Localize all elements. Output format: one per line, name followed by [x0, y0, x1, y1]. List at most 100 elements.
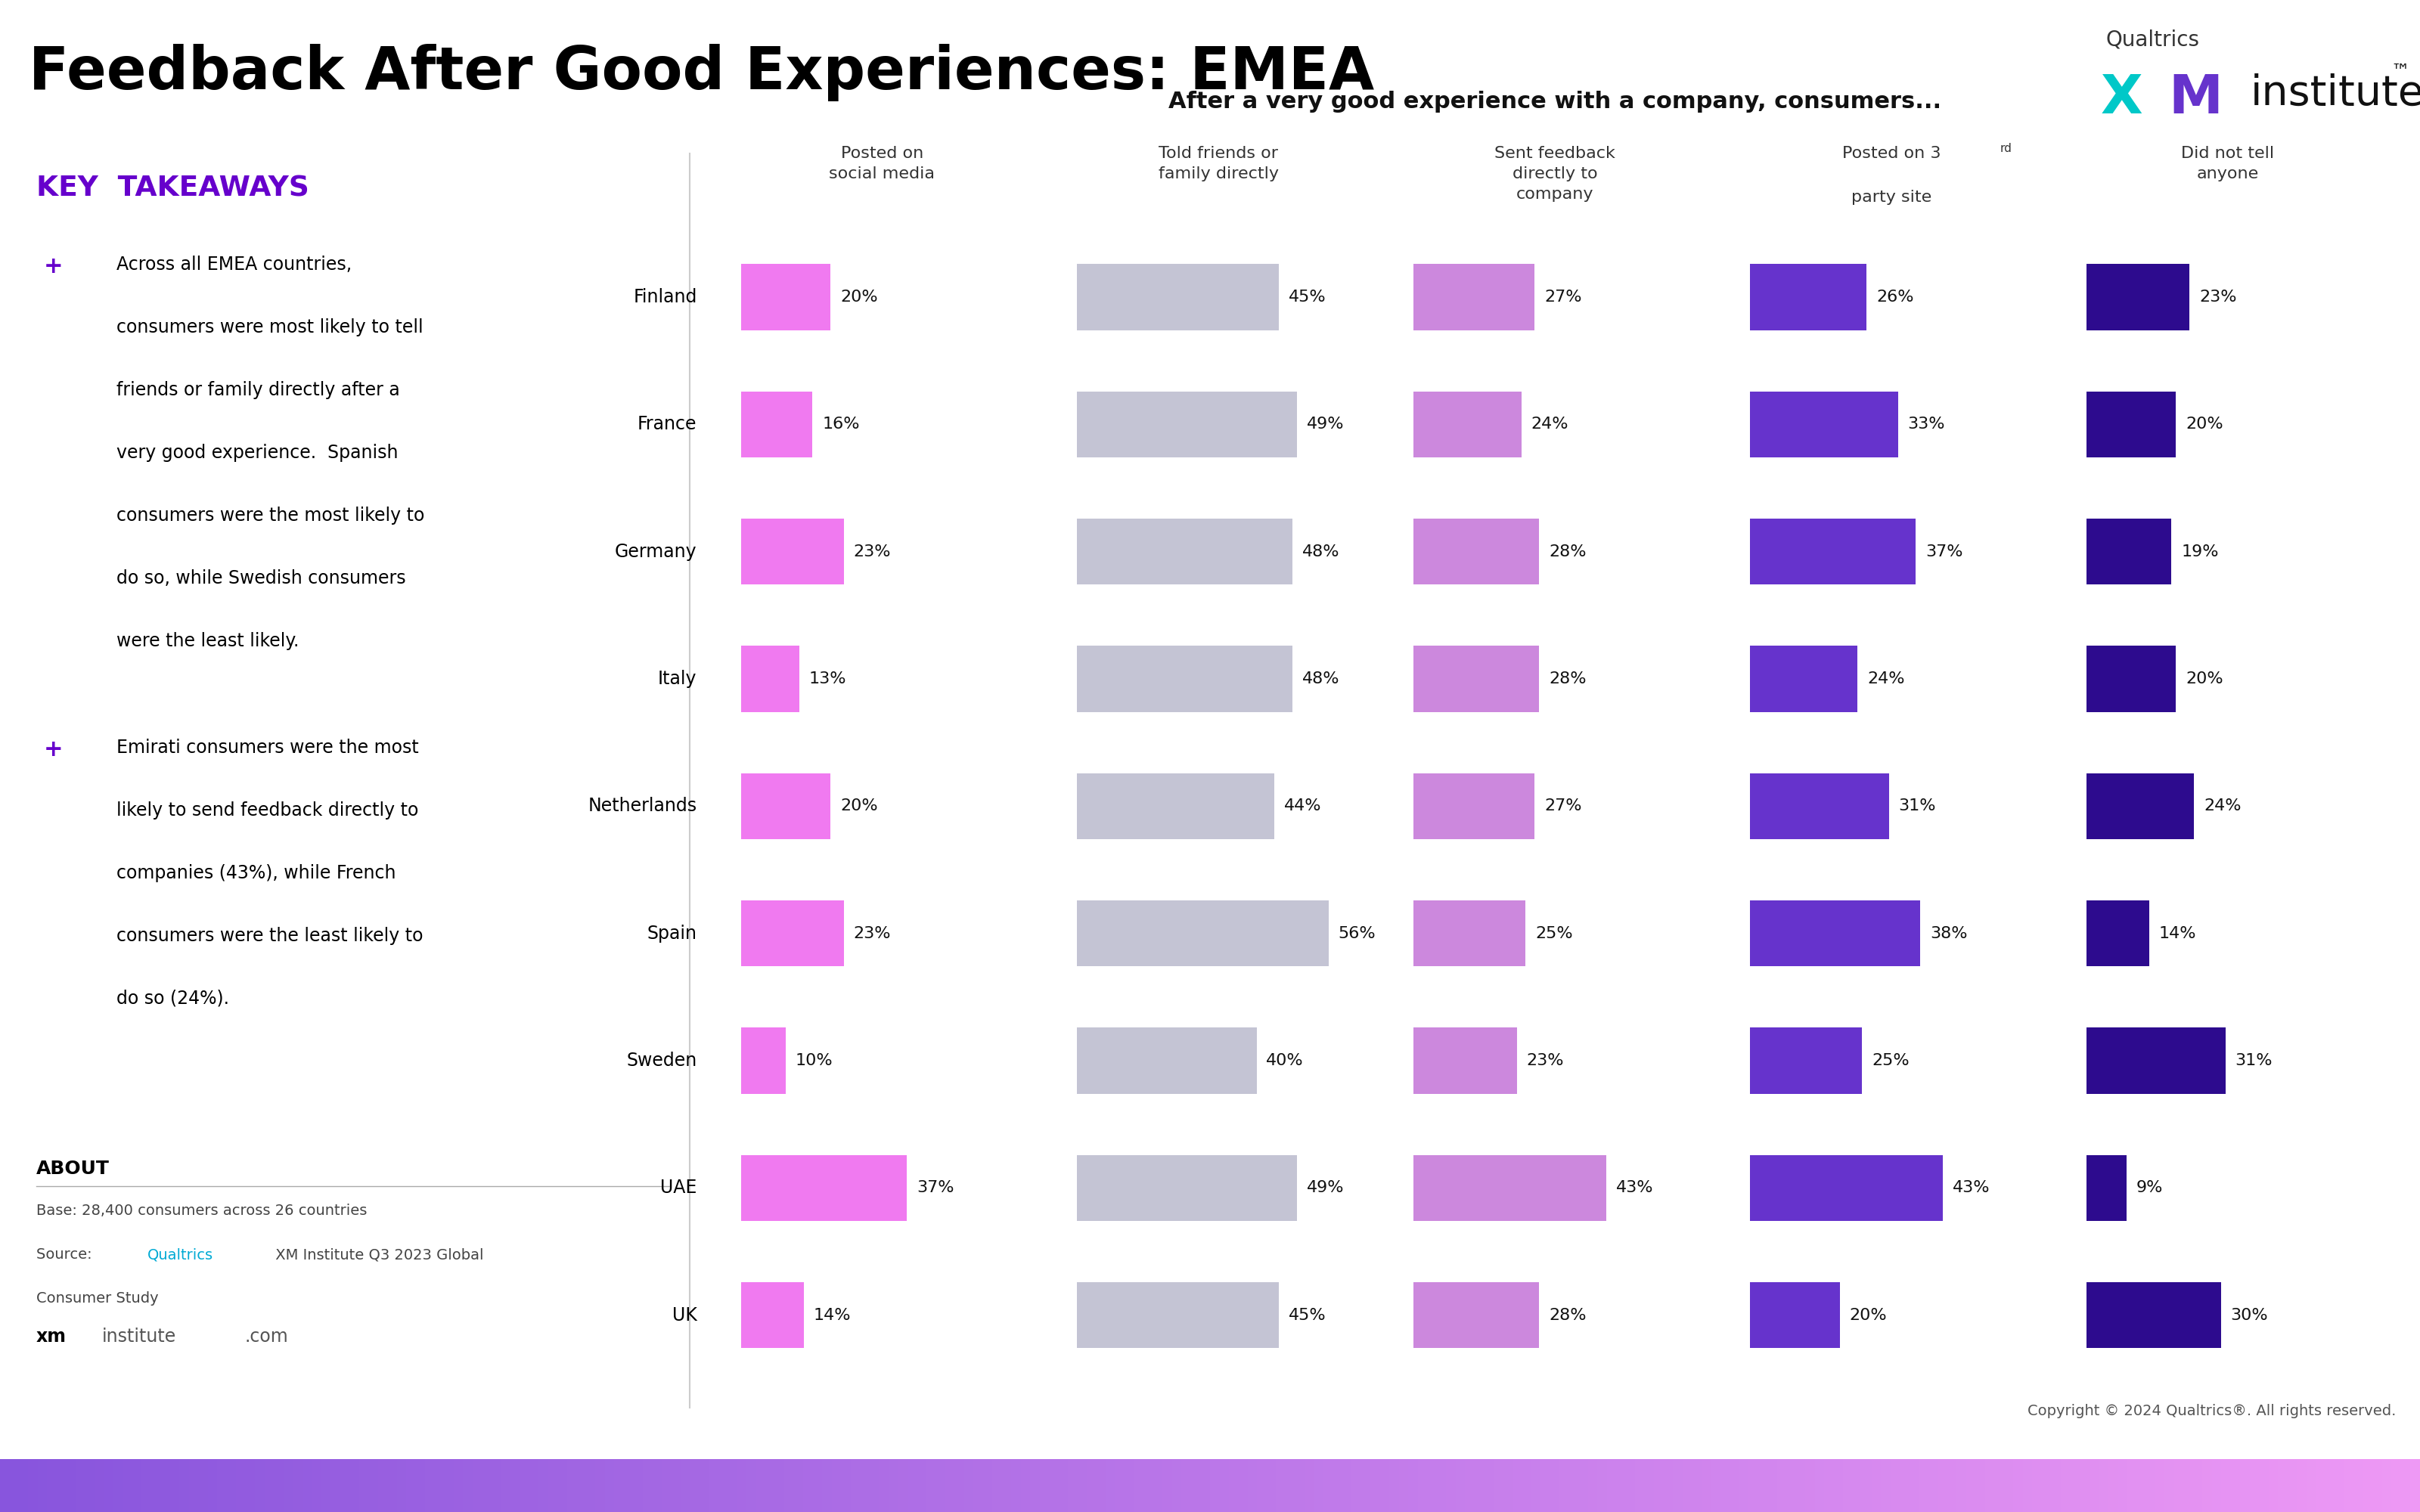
- Text: xm: xm: [36, 1328, 68, 1346]
- Bar: [1077, 519, 1292, 585]
- Text: 26%: 26%: [1876, 289, 1914, 304]
- Text: 56%: 56%: [1338, 925, 1375, 940]
- Text: 20%: 20%: [2185, 417, 2224, 432]
- Bar: [1077, 1155, 1297, 1222]
- Text: 45%: 45%: [1290, 1308, 1326, 1323]
- Bar: [1750, 1028, 1861, 1093]
- Text: Netherlands: Netherlands: [588, 797, 697, 815]
- Bar: [1077, 900, 1329, 966]
- Bar: [741, 265, 830, 330]
- Bar: [1750, 1282, 1839, 1349]
- Bar: [1750, 519, 1917, 585]
- Bar: [1077, 392, 1297, 458]
- Text: were the least likely.: were the least likely.: [116, 632, 298, 650]
- Text: 44%: 44%: [1285, 798, 1321, 813]
- Text: very good experience.  Spanish: very good experience. Spanish: [116, 443, 397, 461]
- Text: Qualtrics: Qualtrics: [148, 1247, 213, 1263]
- Text: Finland: Finland: [634, 287, 697, 305]
- Text: 40%: 40%: [1266, 1054, 1304, 1069]
- Text: institute: institute: [102, 1328, 177, 1346]
- Text: ABOUT: ABOUT: [36, 1160, 109, 1178]
- Text: 33%: 33%: [1907, 417, 1946, 432]
- Text: Base: 28,400 consumers across 26 countries: Base: 28,400 consumers across 26 countri…: [36, 1204, 368, 1219]
- Bar: [1077, 646, 1292, 712]
- Text: institute: institute: [2251, 73, 2420, 113]
- Bar: [741, 1028, 786, 1093]
- Text: KEY  TAKEAWAYS: KEY TAKEAWAYS: [36, 175, 310, 203]
- Text: 23%: 23%: [854, 544, 891, 559]
- Bar: [2086, 1028, 2226, 1093]
- Text: 25%: 25%: [1534, 925, 1573, 940]
- Text: 28%: 28%: [1549, 1308, 1585, 1323]
- Text: 43%: 43%: [1953, 1181, 1989, 1196]
- Text: 23%: 23%: [1527, 1054, 1563, 1069]
- Bar: [1413, 519, 1539, 585]
- Text: do so, while Swedish consumers: do so, while Swedish consumers: [116, 569, 407, 587]
- Text: 30%: 30%: [2231, 1308, 2268, 1323]
- Text: Did not tell
anyone: Did not tell anyone: [2180, 147, 2275, 181]
- Text: consumers were the most likely to: consumers were the most likely to: [116, 507, 424, 525]
- Text: 10%: 10%: [796, 1054, 832, 1069]
- Text: XM Institute Q3 2023 Global: XM Institute Q3 2023 Global: [271, 1247, 484, 1263]
- Bar: [1750, 392, 1897, 458]
- Text: 20%: 20%: [2185, 671, 2224, 686]
- Text: do so (24%).: do so (24%).: [116, 989, 230, 1007]
- Bar: [1413, 1282, 1539, 1349]
- Bar: [1750, 646, 1859, 712]
- Bar: [1413, 392, 1522, 458]
- Text: 43%: 43%: [1617, 1181, 1653, 1196]
- Text: consumers were most likely to tell: consumers were most likely to tell: [116, 318, 424, 336]
- Text: rd: rd: [2001, 144, 2011, 154]
- Text: 24%: 24%: [1868, 671, 1905, 686]
- Text: .com: .com: [244, 1328, 288, 1346]
- Bar: [741, 773, 830, 839]
- Text: Spain: Spain: [646, 924, 697, 942]
- Text: 24%: 24%: [1532, 417, 1568, 432]
- Bar: [1413, 265, 1534, 330]
- Text: consumers were the least likely to: consumers were the least likely to: [116, 927, 424, 945]
- Text: 24%: 24%: [2205, 798, 2241, 813]
- Bar: [1077, 1282, 1280, 1349]
- Text: 37%: 37%: [1926, 544, 1963, 559]
- Text: friends or family directly after a: friends or family directly after a: [116, 381, 399, 399]
- Bar: [1750, 1155, 1943, 1222]
- Text: 20%: 20%: [840, 798, 878, 813]
- Bar: [1077, 773, 1275, 839]
- Bar: [2086, 392, 2176, 458]
- Text: companies (43%), while French: companies (43%), while French: [116, 863, 394, 881]
- Bar: [1750, 265, 1866, 330]
- Bar: [741, 519, 845, 585]
- Text: X: X: [2101, 73, 2142, 125]
- Text: ™: ™: [2391, 62, 2410, 80]
- Text: 28%: 28%: [1549, 671, 1585, 686]
- Bar: [1413, 1155, 1607, 1222]
- Bar: [741, 900, 845, 966]
- Bar: [1413, 646, 1539, 712]
- Text: Posted on
social media: Posted on social media: [830, 147, 934, 181]
- Text: 14%: 14%: [813, 1308, 852, 1323]
- Text: party site: party site: [1851, 189, 1931, 204]
- Text: likely to send feedback directly to: likely to send feedback directly to: [116, 801, 419, 820]
- Text: 27%: 27%: [1544, 798, 1583, 813]
- Text: UAE: UAE: [661, 1179, 697, 1198]
- Bar: [2086, 265, 2190, 330]
- Text: Consumer Study: Consumer Study: [36, 1291, 160, 1306]
- Bar: [1413, 1028, 1517, 1093]
- Text: 45%: 45%: [1290, 289, 1326, 304]
- Bar: [1077, 265, 1280, 330]
- Bar: [741, 646, 799, 712]
- Text: 28%: 28%: [1549, 544, 1585, 559]
- Text: 31%: 31%: [2236, 1054, 2272, 1069]
- Bar: [2086, 1155, 2127, 1222]
- Text: UK: UK: [673, 1306, 697, 1325]
- Bar: [1750, 900, 1921, 966]
- Bar: [2086, 519, 2171, 585]
- Text: 38%: 38%: [1931, 925, 1967, 940]
- Text: M: M: [2168, 73, 2222, 125]
- Bar: [741, 1155, 908, 1222]
- Text: 37%: 37%: [917, 1181, 953, 1196]
- Text: 27%: 27%: [1544, 289, 1583, 304]
- Text: Posted on 3: Posted on 3: [1842, 147, 1941, 160]
- Text: 23%: 23%: [854, 925, 891, 940]
- Bar: [2086, 646, 2176, 712]
